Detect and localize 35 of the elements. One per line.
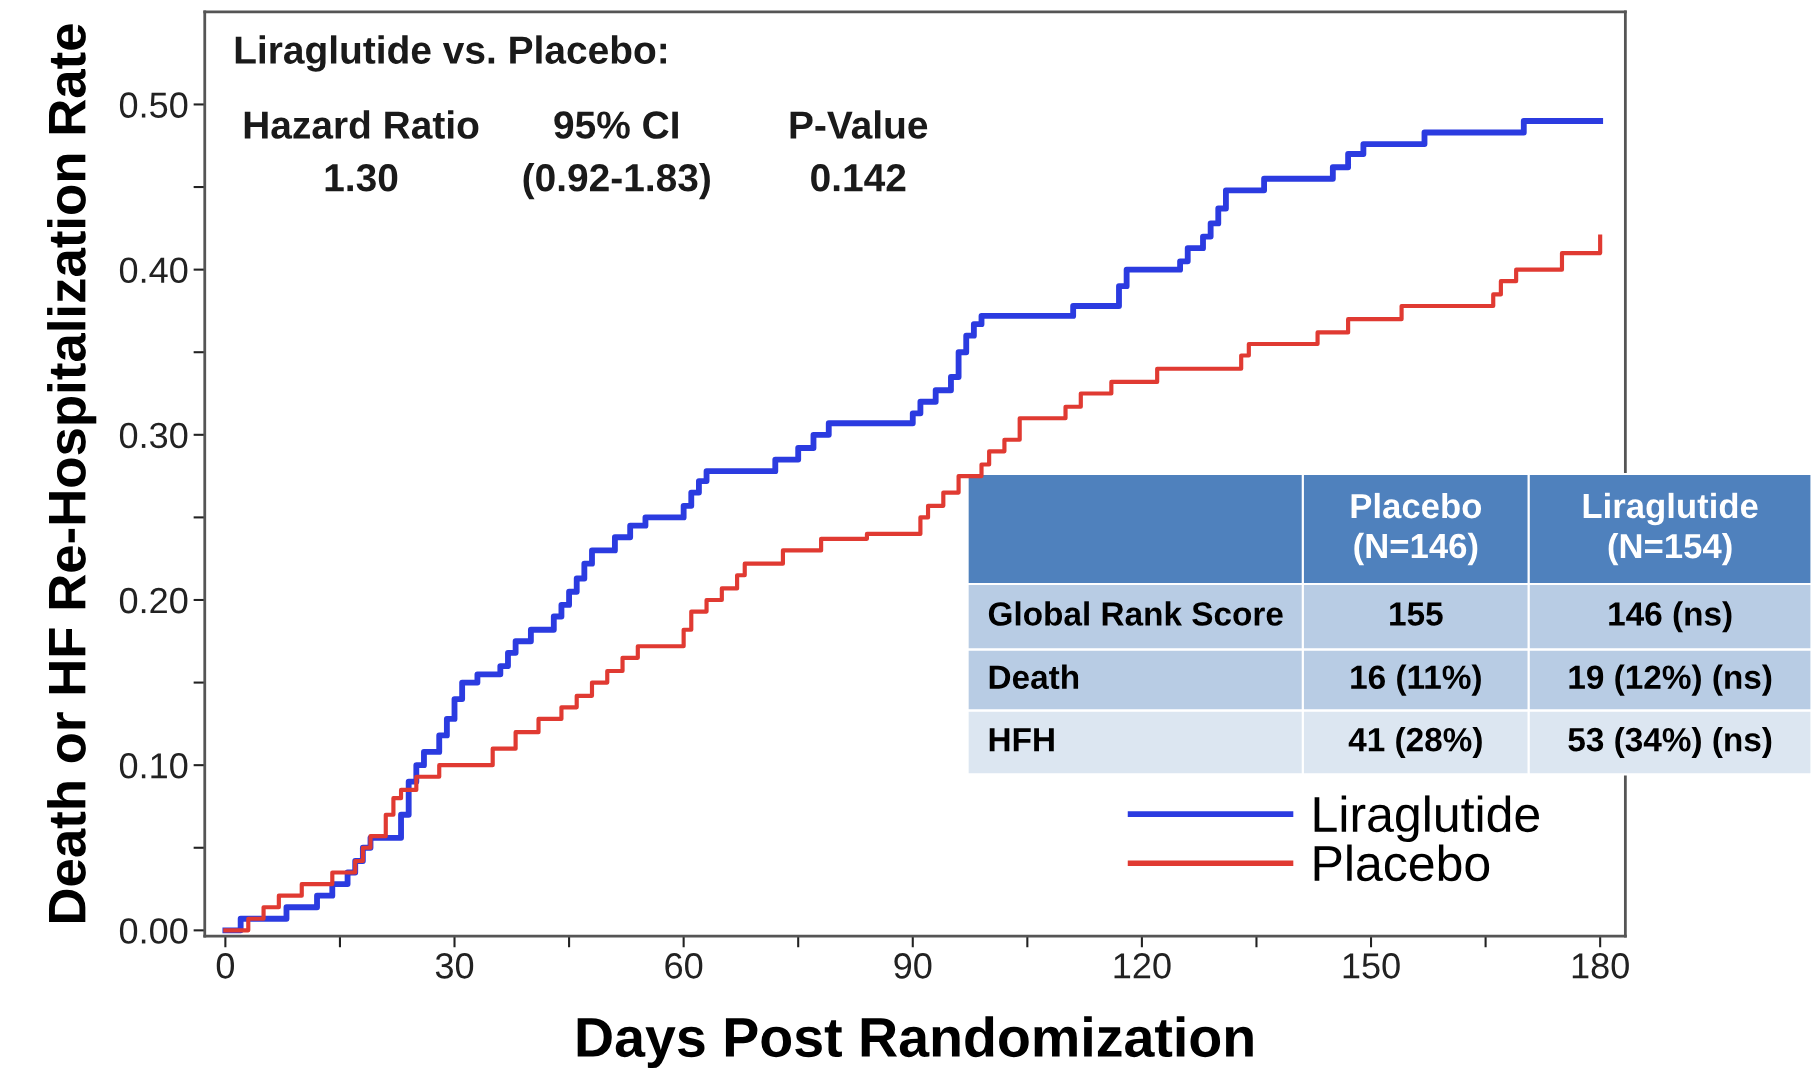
x-tick-label: 120 (1114, 953, 1171, 979)
annotation: 41 (28%) (1348, 726, 1482, 759)
x-tick-label: 180 (1572, 953, 1629, 979)
annotation: 1.30 (325, 163, 398, 192)
legend-label: Liraglutide (1314, 795, 1540, 843)
x-tick-label: 60 (665, 953, 703, 979)
x-tick-label: 150 (1343, 953, 1400, 979)
annotation: Hazard Ratio (244, 110, 479, 139)
annotation: 19 (12%) (ns) (1569, 664, 1772, 696)
y-tick-label: 0.30 (119, 422, 188, 449)
x-axis-title: Days Post Randomization (577, 1016, 1253, 1069)
y-tick-label: 0.50 (119, 92, 188, 118)
annotation: Global Rank Score (988, 601, 1283, 626)
annotation: 0.142 (811, 163, 906, 192)
annotation: HFH (989, 728, 1054, 752)
annotation: Death (989, 664, 1079, 690)
annotation: P-Value (790, 110, 928, 139)
x-tick-label: 30 (435, 953, 474, 979)
text: 0.00 (119, 918, 188, 944)
y-tick-label: 0.40 (119, 257, 188, 284)
x-tick-label: 0 (216, 953, 235, 979)
y-tick-label: 0.10 (119, 753, 188, 779)
annotation: Placebo (N=146) (1351, 492, 1482, 566)
annotation: 155 (1390, 602, 1443, 626)
y-tick-label: 0.20 (119, 587, 188, 614)
annotation: 146 (ns) (1609, 601, 1732, 633)
annotation: 16 (11%) (1351, 664, 1481, 696)
annotation: 95% CI (554, 111, 678, 139)
annotation: (0.92-1.83) (523, 162, 710, 200)
y-axis-title: Death or HF Re-Hospitalization Rate (47, 24, 97, 923)
annotation: 53 (34%) (ns) (1568, 726, 1772, 759)
legend-label: Placebo (1314, 844, 1490, 882)
annotation: Liraglutide (N=154) (1583, 492, 1758, 566)
x-tick-label: 90 (894, 953, 932, 979)
annotation: Liraglutide vs. Placebo: (235, 35, 666, 72)
